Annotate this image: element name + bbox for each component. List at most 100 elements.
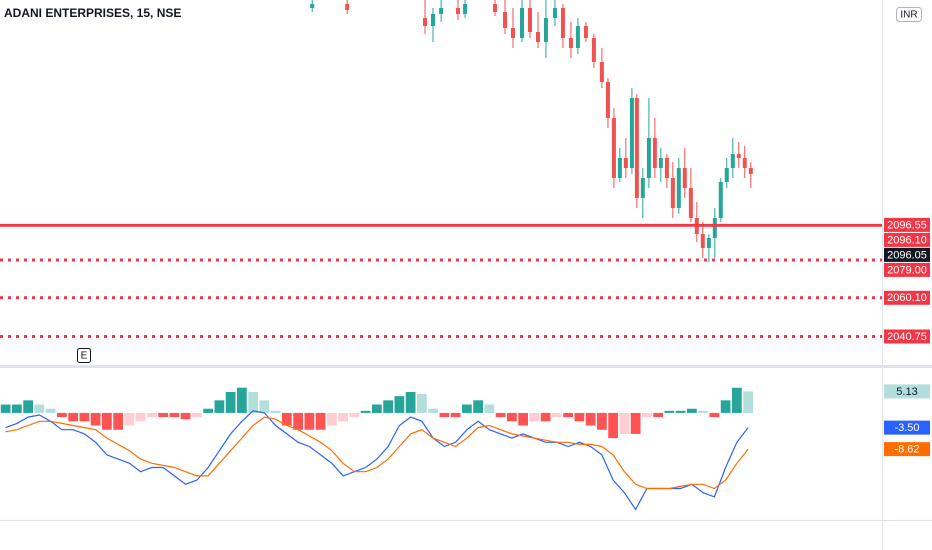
- candle-body: [605, 82, 610, 118]
- candle-body: [611, 118, 616, 178]
- histogram-bar: [450, 412, 461, 418]
- histogram-value-label: 5.13: [896, 386, 917, 398]
- histogram-bar: [439, 412, 450, 418]
- histogram-bar: [315, 412, 326, 430]
- level-price-label-bg: [884, 247, 930, 262]
- histogram-bar: [102, 412, 112, 430]
- histogram-bar: [203, 408, 213, 413]
- line-value-label: -3.50: [894, 422, 919, 434]
- candle-body: [700, 234, 705, 248]
- candle-body: [724, 168, 729, 182]
- candle-body: [718, 182, 723, 218]
- histogram-bar: [135, 412, 146, 422]
- candle-body: [423, 18, 428, 26]
- histogram-bar: [664, 410, 675, 413]
- histogram-bar: [495, 412, 506, 418]
- histogram-bar: [405, 391, 416, 413]
- histogram-bar: [45, 408, 56, 413]
- histogram-bar: [720, 400, 731, 413]
- histogram-bar: [484, 404, 495, 413]
- histogram-bar: [394, 396, 405, 413]
- level-price-label: 2096.10: [887, 234, 927, 246]
- histogram-bar: [34, 404, 45, 413]
- histogram-bar: [180, 412, 191, 420]
- candle-body: [463, 4, 468, 14]
- histogram-bar: [540, 412, 551, 422]
- candle-body: [658, 158, 663, 168]
- level-price-label: 2096.55: [887, 219, 927, 231]
- histogram-bar: [113, 412, 123, 430]
- histogram-bar: [237, 387, 247, 413]
- histogram-bar: [304, 412, 315, 430]
- candle-body: [552, 8, 557, 18]
- histogram-bar: [462, 404, 472, 413]
- candle-body: [431, 14, 436, 26]
- histogram-bar: [68, 412, 78, 422]
- line-value-label: -8.62: [894, 444, 919, 456]
- candle-body: [455, 8, 460, 14]
- candle-body: [646, 138, 651, 178]
- histogram-bar: [192, 412, 202, 418]
- histogram-bar: [338, 412, 348, 422]
- candle-body: [310, 4, 315, 8]
- histogram-bar: [282, 412, 292, 426]
- line-value-label-bg: [884, 420, 930, 435]
- histogram-bar: [552, 412, 562, 418]
- histogram-value-label-bg: [884, 384, 930, 399]
- histogram-bar: [23, 400, 33, 413]
- histogram-bar: [585, 412, 596, 426]
- candle-body: [439, 8, 444, 14]
- candle-body: [543, 18, 548, 42]
- histogram-bar: [608, 412, 618, 439]
- histogram-bar: [372, 404, 382, 413]
- histogram-bar: [473, 400, 483, 413]
- level-price-label-bg: [884, 290, 930, 305]
- candle-body: [629, 98, 634, 168]
- candle-body: [730, 154, 735, 168]
- histogram-bar: [563, 412, 573, 418]
- currency-label[interactable]: INR: [900, 10, 917, 21]
- histogram-bar: [147, 412, 157, 418]
- level-price-label-bg: [884, 329, 930, 344]
- pane-separator: [0, 365, 932, 368]
- candle-body: [623, 158, 628, 168]
- candle-body: [535, 32, 540, 42]
- histogram-bar: [79, 412, 90, 422]
- currency-badge[interactable]: [896, 7, 922, 22]
- candle-body: [527, 8, 532, 32]
- histogram-bar: [630, 412, 641, 434]
- histogram-bar: [698, 410, 708, 413]
- macd-line: [5, 416, 749, 490]
- histogram-bar: [507, 412, 517, 422]
- candle-body: [575, 26, 580, 48]
- level-price-label: 2040.75: [887, 331, 927, 343]
- histogram-bar: [214, 400, 225, 413]
- histogram-bar: [518, 412, 528, 426]
- level-price-label: 2096.05: [887, 249, 927, 261]
- histogram-bar: [653, 412, 663, 418]
- candle-body: [652, 138, 657, 168]
- event-badge-label[interactable]: E: [81, 351, 88, 362]
- candle-body: [670, 178, 675, 208]
- level-price-label-bg: [884, 232, 930, 247]
- candle-body: [493, 4, 497, 12]
- candle-body: [591, 38, 596, 62]
- candle-body: [712, 218, 717, 238]
- event-badge[interactable]: [77, 348, 91, 363]
- histogram-bar: [270, 410, 281, 413]
- level-price-label: 2060.10: [887, 292, 927, 304]
- candle-body: [676, 168, 681, 208]
- histogram-bar: [675, 410, 686, 413]
- histogram-bar: [743, 391, 753, 413]
- line-value-label-bg: [884, 442, 930, 457]
- histogram-bar: [732, 387, 742, 413]
- candle-body: [706, 238, 711, 248]
- candle-body: [682, 168, 687, 188]
- histogram-bar: [597, 412, 607, 430]
- histogram-bar: [90, 412, 101, 426]
- candle-body: [748, 168, 753, 174]
- symbol-title: ADANI ENTERPRISES, 15, NSE: [4, 6, 181, 20]
- histogram-bar: [169, 412, 180, 418]
